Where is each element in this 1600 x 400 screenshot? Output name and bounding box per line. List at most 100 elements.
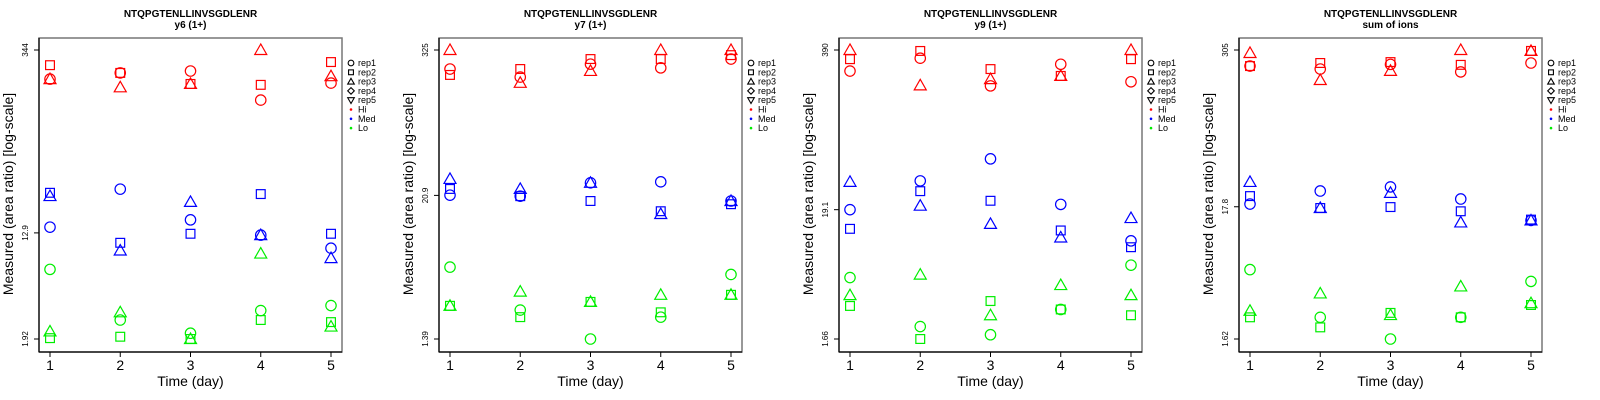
- legend-label-rep3: rep3: [1158, 77, 1176, 87]
- legend-symbol-rep3: [746, 77, 756, 85]
- legend-label-hi: Hi: [1558, 105, 1567, 115]
- legend-symbol-rep1: [1147, 59, 1155, 67]
- point-day1-med-rep3: [842, 174, 858, 187]
- y-tick-label: 19.1: [821, 201, 830, 217]
- legend-label-hi: Hi: [758, 105, 767, 115]
- point-day5-hi-rep3: [1123, 42, 1139, 56]
- point-day2-hi-rep2: [1315, 57, 1326, 68]
- point-day5-hi-rep2: [726, 50, 737, 61]
- point-day4-med-rep2: [1055, 225, 1066, 236]
- point-day4-hi-rep2: [255, 79, 266, 90]
- point-day3-med-rep2: [985, 195, 996, 206]
- point-day2-hi-rep1: [1314, 63, 1327, 75]
- point-day5-lo-rep1: [1525, 275, 1537, 288]
- point-day2-hi-rep2: [915, 45, 926, 56]
- point-day4-hi-rep2: [655, 54, 666, 65]
- point-day1-lo-rep3: [842, 287, 858, 301]
- point-day3-med-rep2: [1385, 202, 1396, 213]
- point-day3-hi-rep2: [585, 54, 596, 65]
- y-tick-label: 17.8: [1221, 198, 1230, 214]
- point-day5-med-rep2: [1526, 214, 1537, 225]
- point-day5-hi-rep2: [1126, 54, 1137, 65]
- point-day1-med-rep2: [444, 183, 455, 194]
- point-day1-lo-rep1: [1244, 263, 1256, 276]
- point-day4-med-rep2: [1455, 206, 1466, 217]
- scatter-plot: 1 2 3 4 5 390 19.1 1.66 Time (day) Measured (area…: [800, 37, 1176, 389]
- data-points: [842, 42, 1139, 345]
- point-day1-med-rep2: [1244, 191, 1255, 202]
- x-tick-label: 5: [1527, 357, 1535, 373]
- chart-panel-y6: NTQPGTENLLINVSGDLENR y6 (1+) 1 2 3 4 5 344 12.9 1…: [0, 0, 390, 400]
- point-day2-med-rep1: [114, 183, 127, 195]
- point-day1-lo-rep2: [444, 300, 455, 311]
- legend-dot-lo: [349, 126, 353, 130]
- legend-symbol-rep2: [1548, 69, 1554, 76]
- legend-symbol-rep3: [1546, 77, 1556, 85]
- chart-subtitle-ion: y6 (1+): [174, 20, 207, 31]
- chart-subtitle-ion: y7 (1+): [574, 20, 607, 31]
- point-day3-hi-rep3: [983, 71, 998, 85]
- plot-frame: [1238, 37, 1543, 353]
- y-tick-label: 1.62: [1221, 331, 1230, 347]
- point-day2-lo-rep3: [113, 305, 128, 318]
- legend-symbol-rep5: [746, 97, 756, 105]
- point-day5-lo-rep2: [1126, 310, 1137, 321]
- legend-symbol-rep4: [346, 86, 356, 95]
- legend-label-rep1: rep1: [758, 58, 776, 68]
- legend-dot-med: [1149, 117, 1153, 121]
- point-day3-hi-rep3: [583, 63, 598, 77]
- data-points: [442, 42, 739, 345]
- legend-dot-hi: [1149, 108, 1153, 111]
- point-day4-med-rep3: [1453, 215, 1468, 228]
- point-day1-hi-rep3: [1242, 45, 1258, 59]
- legend-label-med: Med: [758, 114, 776, 124]
- y-tick-label: 12.9: [21, 225, 30, 241]
- point-day5-lo-rep1: [1125, 259, 1137, 271]
- chart-panel-y7: NTQPGTENLLINVSGDLENR y7 (1+) 1 2 3 4 5 325 20.9 1…: [390, 0, 780, 400]
- y-tick-label: 20.9: [421, 187, 430, 203]
- x-tick-label: 5: [727, 357, 735, 373]
- legend-label-rep2: rep2: [1158, 67, 1176, 77]
- point-day1-lo-rep2: [844, 300, 855, 311]
- x-tick-label: 3: [187, 357, 195, 373]
- point-day5-hi-rep2: [326, 57, 337, 68]
- legend-symbol-rep2: [1148, 69, 1154, 76]
- point-day2-lo-rep3: [1313, 286, 1328, 299]
- point-day2-med-rep1: [1314, 185, 1327, 197]
- point-day3-lo-rep3: [583, 294, 598, 307]
- chart-title-peptide: NTQPGTENLLINVSGDLENR: [1323, 9, 1458, 20]
- point-day5-med-rep1: [325, 242, 337, 255]
- point-day2-hi-rep3: [1313, 72, 1328, 86]
- legend-label-hi: Hi: [1158, 105, 1167, 115]
- point-day3-med-rep3: [983, 216, 998, 230]
- legend-label-rep5: rep5: [758, 95, 776, 105]
- point-day5-med-rep1: [725, 195, 737, 207]
- x-axis-label: Time (day): [557, 373, 623, 389]
- point-day1-hi-rep3: [842, 42, 858, 56]
- point-day2-hi-rep3: [113, 80, 128, 93]
- chart-panel-y9: NTQPGTENLLINVSGDLENR y9 (1+) 1 2 3 4 5 390 19.1 1…: [780, 0, 1176, 400]
- point-day5-hi-rep1: [1125, 75, 1137, 88]
- legend-label-rep1: rep1: [1158, 58, 1176, 68]
- legend-label-rep4: rep4: [758, 86, 776, 96]
- point-day2-hi-rep1: [114, 67, 127, 79]
- point-day2-lo-rep2: [515, 312, 526, 323]
- legend-dot-hi: [749, 108, 753, 111]
- point-day5-med-rep3: [1523, 213, 1539, 226]
- legend-dot-med: [349, 117, 353, 121]
- point-day3-med-rep1: [184, 214, 197, 226]
- point-day1-hi-rep2: [1244, 61, 1255, 72]
- legend-symbol-rep3: [346, 77, 356, 85]
- point-day4-hi-rep1: [254, 94, 267, 106]
- point-day5-hi-rep3: [723, 42, 739, 56]
- legend-label-rep4: rep4: [1158, 86, 1176, 96]
- legend-symbol-rep2: [348, 69, 354, 76]
- legend-symbol-rep3: [1146, 77, 1156, 85]
- point-day4-hi-rep2: [1455, 59, 1466, 70]
- x-tick-label: 1: [846, 357, 854, 373]
- point-day1-hi-rep2: [44, 60, 55, 71]
- legend-symbol-rep4: [1546, 86, 1556, 95]
- point-day4-med-rep3: [253, 227, 268, 241]
